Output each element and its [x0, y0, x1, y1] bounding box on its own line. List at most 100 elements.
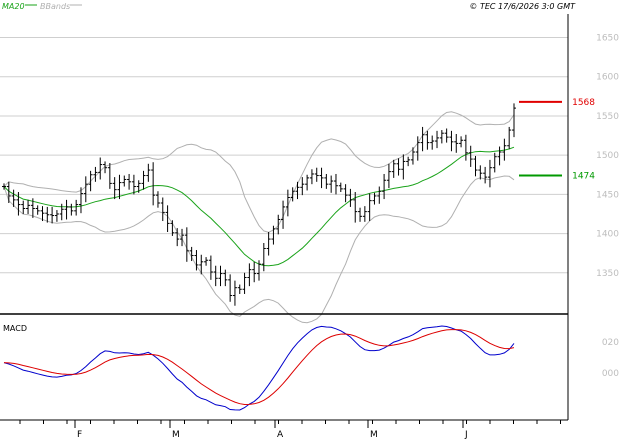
ohlc-bar — [353, 192, 358, 223]
ohlc-bar — [271, 225, 276, 245]
price-levels: 1568 1474 — [519, 98, 595, 182]
copyright-text: © TEC 17/6/2026 3:0 GMT — [469, 2, 576, 11]
ohlc-bar — [11, 189, 16, 207]
ohlc-bar — [107, 163, 112, 189]
ohlc-bar — [208, 255, 213, 280]
bbands-lower-line — [3, 175, 515, 324]
legend-ma20-label: MA20 — [2, 2, 25, 11]
ohlc-bar — [247, 263, 252, 287]
ohlc-bar — [309, 169, 314, 185]
month-label: M — [172, 430, 180, 440]
ohlc-bar — [59, 203, 64, 221]
price-tick-label: 1650 — [596, 34, 619, 44]
macd-tick-label: 020 — [602, 338, 619, 348]
ohlc-bar — [103, 161, 108, 174]
ohlc-bar — [463, 134, 468, 161]
ohlc-bar — [266, 232, 271, 256]
ohlc-bar — [439, 130, 444, 144]
ohlc-bar — [146, 163, 151, 182]
ohlc-bar — [420, 126, 425, 152]
ohlc-bar — [155, 191, 160, 208]
ohlc-bar — [362, 206, 367, 222]
ohlc-bar — [88, 170, 93, 192]
ohlc-bar — [348, 188, 353, 207]
price-tick-label: 1600 — [596, 73, 619, 83]
ohlc-bar — [83, 176, 88, 203]
ohlc-bar — [410, 147, 415, 165]
ohlc-bar — [497, 146, 502, 166]
ohlc-bar — [314, 167, 319, 182]
bbands-upper-line — [3, 111, 515, 233]
ohlc-bar — [333, 173, 338, 195]
ohlc-bar — [213, 265, 218, 287]
ohlc-bar — [358, 207, 363, 222]
ohlc-bar — [338, 182, 343, 193]
ohlc-bar — [343, 184, 348, 203]
ohlc-bar — [502, 138, 507, 161]
ohlc-bar — [319, 167, 324, 189]
ohlc-bar — [401, 154, 406, 180]
ohlc-bar — [74, 199, 79, 216]
ohlc-bar — [281, 200, 286, 229]
ohlc-bar — [16, 192, 21, 216]
ohlc-bar — [228, 274, 233, 302]
ohlc-bar — [189, 246, 194, 262]
ohlc-bar — [131, 174, 136, 195]
ohlc-bar — [93, 166, 98, 182]
ohlc-bar — [473, 155, 478, 177]
price-tick-label: 1350 — [596, 269, 619, 279]
ohlc-bar — [305, 174, 310, 191]
ohlc-bar — [415, 136, 420, 161]
ohlc-bar — [136, 180, 141, 193]
ohlc-bar — [21, 200, 26, 214]
ohlc-bar — [377, 186, 382, 204]
ohlc-bar — [180, 228, 185, 247]
ohlc-bar — [430, 135, 435, 150]
price-level-label: 1568 — [572, 98, 595, 108]
legend-bbands-label: BBands — [40, 2, 70, 11]
ohlc-bar — [204, 257, 209, 266]
ohlc-bar — [184, 227, 189, 262]
price-tick-label: 1500 — [596, 151, 619, 161]
ohlc-bar — [300, 177, 305, 196]
ohlc-bar — [468, 145, 473, 167]
ohlc-bar — [170, 220, 175, 236]
price-tick-label: 1450 — [596, 190, 619, 200]
ohlc-bar — [257, 260, 261, 281]
ohlc-bar — [117, 174, 122, 200]
ohlc-bar — [218, 265, 223, 287]
ohlc-bar — [175, 228, 180, 247]
ohlc-bar — [391, 159, 396, 178]
ohlc-bar — [122, 175, 127, 187]
ohlc-bar — [151, 162, 156, 206]
ohlc-bar — [449, 130, 454, 152]
ohlc-bar — [478, 165, 483, 180]
ohlc-bars — [2, 103, 516, 306]
signal-line — [3, 329, 515, 406]
ohlc-bar — [459, 136, 464, 148]
ohlc-bar — [2, 183, 6, 190]
macd-tick-label: 000 — [602, 369, 619, 379]
ohlc-bar — [512, 103, 516, 138]
macd-lines — [3, 325, 515, 411]
ohlc-bar — [165, 205, 170, 233]
ohlc-bar — [425, 130, 430, 150]
month-label: F — [77, 430, 82, 440]
ohlc-bar — [45, 206, 50, 223]
ohlc-bar — [329, 175, 334, 193]
ohlc-bar — [35, 205, 40, 215]
price-grid — [0, 37, 568, 274]
macd-line — [3, 325, 515, 411]
ohlc-bar — [454, 133, 459, 153]
ohlc-bar — [98, 157, 103, 180]
ohlc-bar — [435, 130, 440, 149]
ohlc-bar — [199, 254, 204, 275]
ohlc-bar — [232, 280, 237, 306]
ohlc-bar — [242, 272, 247, 294]
ohlc-bar — [295, 181, 300, 200]
ohlc-bar — [372, 192, 377, 205]
ohlc-bar — [444, 128, 449, 143]
month-label: J — [464, 430, 468, 440]
macd-panel-label: MACD — [3, 324, 27, 333]
